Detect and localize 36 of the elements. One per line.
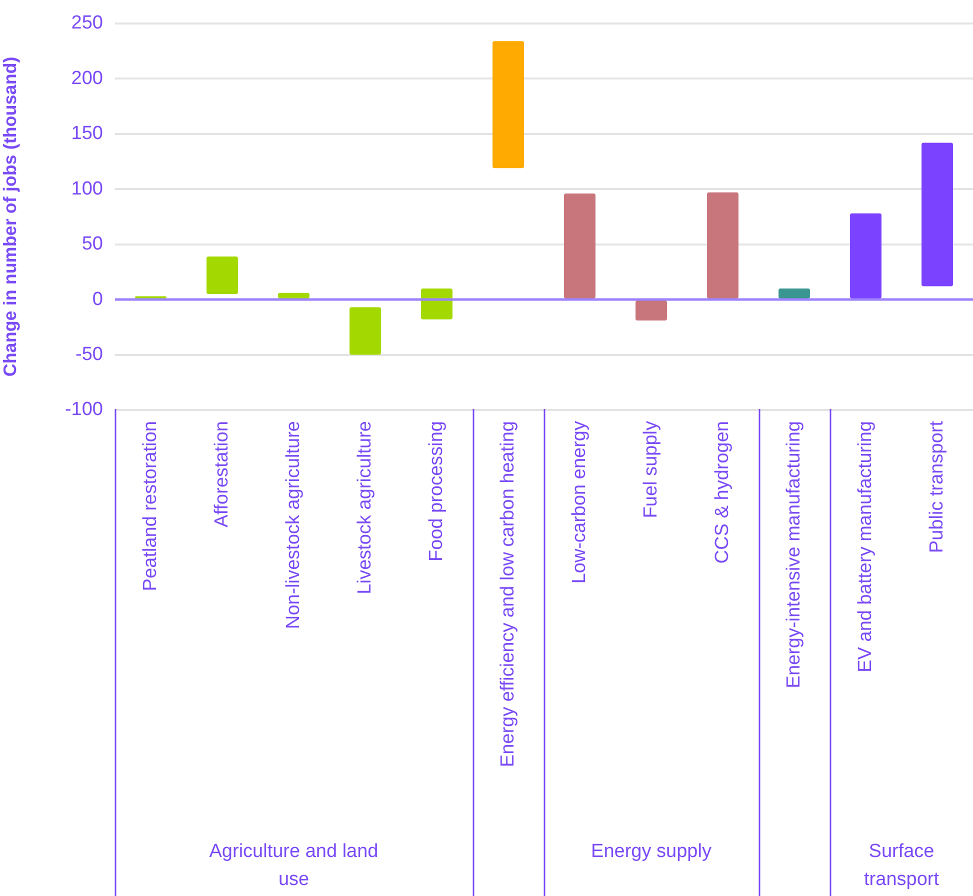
bar bbox=[707, 192, 738, 299]
bar bbox=[564, 194, 596, 299]
x-tick-label: Livestock agriculture bbox=[354, 421, 376, 594]
bar bbox=[350, 307, 381, 355]
y-tick-label: 50 bbox=[82, 234, 103, 255]
x-tick-label: Afforestation bbox=[211, 421, 232, 528]
y-tick-label: 0 bbox=[92, 288, 103, 310]
y-tick-label: -50 bbox=[76, 344, 103, 366]
bar bbox=[278, 292, 310, 299]
x-tick-label: Non-livestock agriculture bbox=[282, 421, 304, 630]
bar bbox=[922, 142, 953, 286]
y-axis-title: Change in number of jobs (thousand) bbox=[0, 56, 20, 377]
y-tick-label: 100 bbox=[71, 178, 103, 200]
x-tick-label: Public transport bbox=[926, 420, 948, 554]
x-tick-label: Peatland restoration bbox=[140, 421, 161, 592]
text: Surface transport bbox=[864, 841, 940, 890]
y-tick-label: 150 bbox=[71, 123, 103, 144]
bar bbox=[850, 213, 882, 299]
text: Energy supply bbox=[591, 841, 712, 862]
bar bbox=[206, 256, 238, 294]
y-tick-label: 200 bbox=[71, 68, 103, 89]
x-tick-label: Fuel supply bbox=[640, 420, 662, 518]
y-tick-label: 250 bbox=[71, 12, 103, 34]
x-tick-label: CCS & hydrogen bbox=[712, 421, 733, 564]
bar bbox=[492, 41, 524, 168]
bar bbox=[135, 296, 166, 299]
text: Agriculture and land use bbox=[209, 841, 378, 890]
x-tick-label: Low-carbon energy bbox=[568, 420, 590, 584]
bar bbox=[636, 300, 667, 321]
y-tick-label: -100 bbox=[64, 399, 103, 420]
x-tick-label: EV and battery manufacturing bbox=[854, 421, 876, 672]
bar bbox=[778, 288, 810, 299]
x-tick-label: Energy-intensive manufacturing bbox=[783, 421, 804, 688]
bar bbox=[421, 288, 452, 320]
x-tick-label: Food processing bbox=[426, 421, 447, 562]
x-tick-label: Energy efficiency and low carbon heating bbox=[497, 421, 518, 768]
